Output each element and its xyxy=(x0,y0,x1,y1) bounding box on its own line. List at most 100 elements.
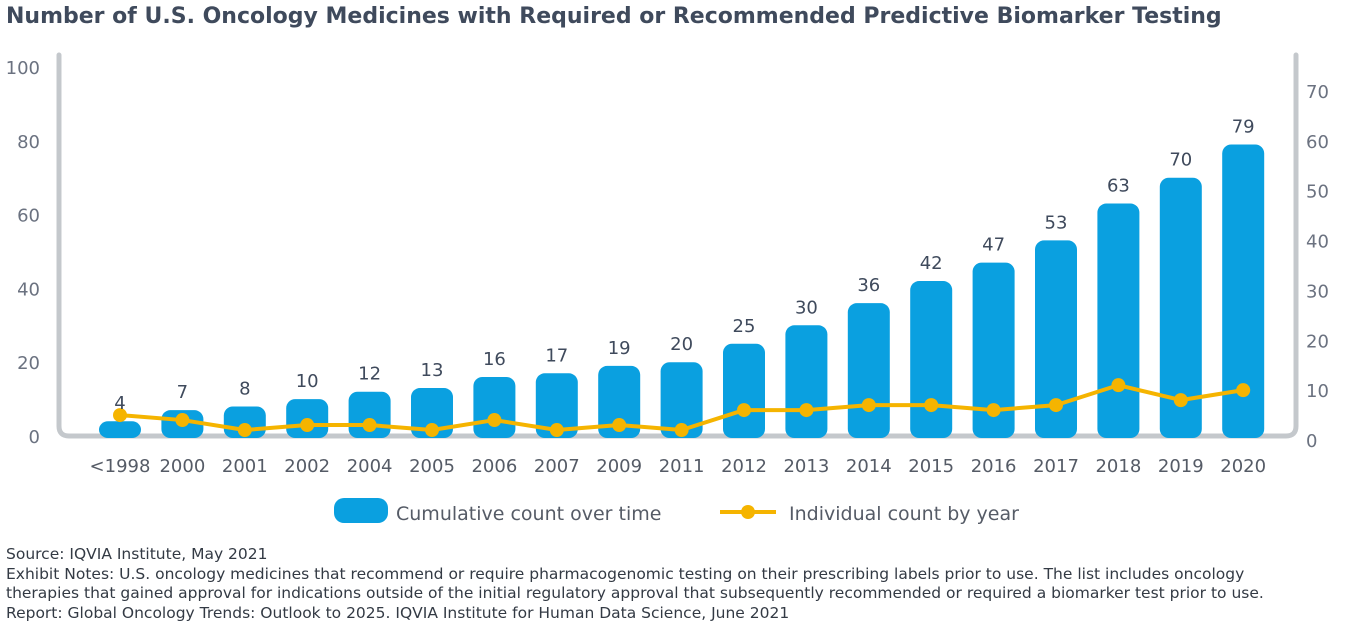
data-label: 30 xyxy=(795,297,818,318)
x-tick-label: <1998 xyxy=(90,456,151,477)
bar xyxy=(411,388,453,438)
line-point xyxy=(549,423,564,438)
line-point xyxy=(425,423,439,438)
x-tick-label: 2006 xyxy=(471,456,517,477)
legend-marker-individual xyxy=(741,505,755,519)
labels: 4 <1998 7 2000 8 2001 10 2002 12 2004 13 2005 16 2006… xyxy=(90,116,1267,477)
line-point xyxy=(861,398,876,413)
bar xyxy=(1035,240,1077,438)
y2-tick-label: 10 xyxy=(1306,381,1329,402)
y-tick-label: 60 xyxy=(17,206,40,227)
report-note: Report: Global Oncology Trends: Outlook … xyxy=(6,603,790,622)
x-tick-label: 2014 xyxy=(846,456,892,477)
data-label: 17 xyxy=(545,345,568,366)
bar xyxy=(660,362,703,438)
bar xyxy=(1097,203,1140,438)
x-tick-label: 2020 xyxy=(1220,456,1266,477)
x-tick-label: 2016 xyxy=(971,456,1017,477)
bar xyxy=(785,325,828,438)
exhibit-note-line-1: Exhibit Notes: U.S. oncology medicines t… xyxy=(6,564,1245,583)
data-label: 8 xyxy=(239,378,250,399)
line-point xyxy=(487,413,502,428)
y-tick-label: 0 xyxy=(29,427,40,448)
line-point xyxy=(986,403,1001,418)
legend-label-individual: Individual count by year xyxy=(789,503,1019,525)
y2-tick-label: 40 xyxy=(1306,232,1329,253)
line-point xyxy=(1236,383,1251,398)
data-label: 53 xyxy=(1045,212,1068,233)
y-tick-label: 20 xyxy=(17,353,40,374)
data-label: 79 xyxy=(1232,116,1255,137)
data-label: 36 xyxy=(857,275,880,296)
bar xyxy=(1222,144,1265,439)
combo-chart: 0 20 40 60 80 100 0 10 20 30 40 50 60 70 4 <1998 7 2000 8… xyxy=(6,52,1329,525)
y-tick-label: 40 xyxy=(17,279,40,300)
x-tick-label: 2001 xyxy=(222,456,268,477)
y-tick-label: 80 xyxy=(17,132,40,153)
x-tick-label: 2012 xyxy=(721,456,767,477)
legend-swatch-cumulative xyxy=(334,498,388,523)
data-label: 7 xyxy=(177,382,188,403)
x-tick-label: 2004 xyxy=(347,456,393,477)
cumulative-bars xyxy=(99,144,1265,439)
bar xyxy=(598,365,641,438)
data-label: 20 xyxy=(670,334,693,355)
line-point xyxy=(612,418,627,433)
y2-tick-label: 60 xyxy=(1306,132,1329,153)
data-label: 12 xyxy=(358,364,381,385)
y2-tick-label: 50 xyxy=(1306,182,1329,203)
y2-tick-label: 30 xyxy=(1306,281,1329,302)
individual-line xyxy=(113,378,1251,438)
x-tick-label: 2015 xyxy=(908,456,954,477)
chart-title: Number of U.S. Oncology Medicines with R… xyxy=(6,4,1222,29)
x-tick-label: 2013 xyxy=(783,456,829,477)
data-label: 13 xyxy=(421,360,444,381)
source-note: Source: IQVIA Institute, May 2021 xyxy=(6,545,268,563)
x-tick-label: 2011 xyxy=(659,456,705,477)
line-point xyxy=(799,403,814,418)
data-label: 19 xyxy=(608,338,631,359)
data-label: 42 xyxy=(920,253,943,274)
data-label: 47 xyxy=(982,235,1005,256)
bar xyxy=(99,421,141,438)
line-point xyxy=(300,418,315,433)
bar xyxy=(1159,177,1202,438)
data-label: 63 xyxy=(1107,176,1130,197)
legend: Cumulative count over time Individual cou… xyxy=(334,498,1019,525)
bar xyxy=(972,262,1015,438)
data-label: 4 xyxy=(114,393,125,414)
line-point xyxy=(1049,398,1063,413)
line-point xyxy=(674,423,689,438)
x-tick-label: 2002 xyxy=(284,456,330,477)
x-tick-label: 2009 xyxy=(596,456,642,477)
line-point xyxy=(1111,378,1126,393)
data-label: 16 xyxy=(483,349,506,370)
x-tick-label: 2017 xyxy=(1033,456,1079,477)
line-point xyxy=(362,418,377,433)
footnotes: Source: IQVIA Institute, May 2021 Exhibi… xyxy=(6,545,1348,623)
line-point xyxy=(924,398,939,413)
x-tick-label: 2019 xyxy=(1158,456,1204,477)
x-tick-label: 2007 xyxy=(534,456,580,477)
line-point xyxy=(737,403,751,418)
line-point xyxy=(175,413,190,428)
line-point xyxy=(1173,393,1188,408)
y2-tick-label: 0 xyxy=(1306,431,1317,452)
legend-label-cumulative: Cumulative count over time xyxy=(396,503,661,525)
bar xyxy=(723,343,765,438)
y-tick-label: 100 xyxy=(6,58,40,79)
line-point xyxy=(113,408,127,423)
x-tick-label: 2018 xyxy=(1095,456,1141,477)
bar xyxy=(847,303,890,438)
y2-tick-label: 20 xyxy=(1306,331,1329,352)
bar xyxy=(535,373,578,438)
data-label: 10 xyxy=(296,371,319,392)
x-tick-label: 2005 xyxy=(409,456,455,477)
exhibit-note-line-2: therapies that gained approval for indic… xyxy=(6,584,1264,602)
bar xyxy=(473,376,516,438)
line-point xyxy=(237,423,252,438)
y2-tick-label: 70 xyxy=(1306,82,1329,103)
x-tick-label: 2000 xyxy=(159,456,205,477)
data-label: 25 xyxy=(733,316,756,337)
data-label: 70 xyxy=(1169,150,1192,171)
